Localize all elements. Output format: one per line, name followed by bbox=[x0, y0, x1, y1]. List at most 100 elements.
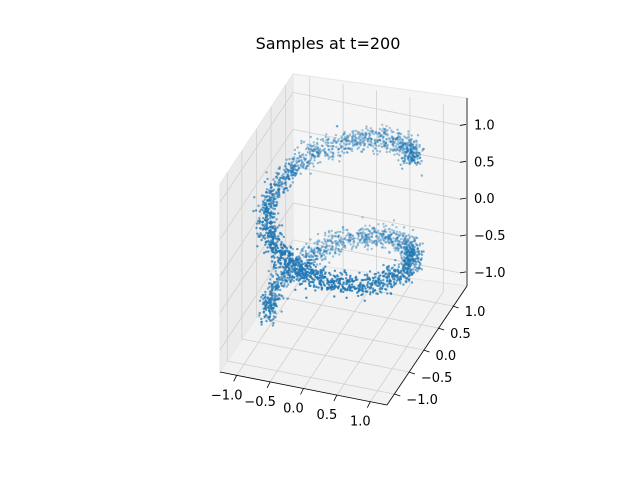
scatter-point bbox=[377, 138, 381, 142]
scatter-point bbox=[348, 142, 351, 146]
scatter-point bbox=[294, 262, 298, 265]
scatter-point bbox=[402, 240, 406, 243]
scatter-point bbox=[357, 146, 361, 149]
scatter-point bbox=[274, 245, 277, 248]
scatter-point bbox=[307, 261, 311, 265]
scatter-point bbox=[362, 144, 366, 147]
scatter-point bbox=[396, 239, 399, 242]
scatter-point bbox=[410, 240, 413, 244]
scatter-point bbox=[396, 136, 399, 140]
scatter-point bbox=[269, 186, 272, 190]
scatter-point bbox=[271, 324, 275, 327]
scatter-point bbox=[366, 235, 369, 238]
scatter-point bbox=[304, 255, 308, 259]
scatter-point bbox=[340, 236, 343, 239]
scatter-point bbox=[369, 127, 372, 130]
scatter-point bbox=[397, 133, 400, 137]
scatter-point bbox=[371, 287, 375, 290]
scatter-point bbox=[340, 139, 344, 142]
y-grid-line bbox=[226, 173, 395, 395]
scatter-point bbox=[316, 141, 319, 145]
scatter-point bbox=[322, 139, 325, 143]
scatter-point bbox=[382, 235, 385, 238]
scatter-point bbox=[407, 258, 410, 262]
scatter-point bbox=[334, 247, 338, 250]
scatter-point bbox=[256, 232, 259, 235]
scatter-point bbox=[349, 236, 353, 239]
scatter-point bbox=[313, 144, 316, 147]
scatter-point bbox=[319, 251, 322, 255]
scatter-point bbox=[339, 271, 342, 275]
scatter-point bbox=[391, 139, 395, 142]
scatter-point bbox=[377, 229, 380, 232]
scatter-point bbox=[368, 238, 372, 241]
scatter-point bbox=[358, 238, 361, 241]
scatter-point bbox=[277, 293, 281, 296]
scatter-point bbox=[273, 192, 276, 196]
scatter-point bbox=[402, 147, 406, 150]
scatter-point bbox=[406, 244, 409, 247]
scatter-point bbox=[379, 232, 383, 236]
scatter-point bbox=[302, 275, 305, 279]
scatter-point bbox=[308, 280, 311, 284]
scatter-point bbox=[367, 238, 371, 241]
scatter-point bbox=[364, 136, 367, 140]
scatter-point bbox=[371, 241, 374, 245]
scatter-point bbox=[382, 139, 385, 143]
scatter-point bbox=[407, 130, 410, 133]
scatter-point bbox=[391, 136, 395, 139]
scatter-point bbox=[276, 298, 279, 301]
scatter-point bbox=[310, 149, 313, 153]
x-tick bbox=[233, 375, 238, 382]
scatter-point bbox=[304, 251, 308, 255]
scatter-point bbox=[316, 243, 319, 246]
scatter-point bbox=[297, 279, 300, 282]
scatter-point bbox=[330, 237, 334, 240]
scatter-point bbox=[400, 240, 404, 244]
scatter-point bbox=[307, 246, 311, 249]
scatter-point bbox=[361, 232, 364, 236]
scatter-point bbox=[398, 280, 402, 283]
scatter-point bbox=[316, 152, 320, 155]
scatter-point bbox=[344, 246, 347, 249]
scatter-point bbox=[314, 269, 318, 272]
scatter-point bbox=[408, 241, 411, 244]
scatter-point bbox=[402, 239, 406, 243]
scatter-point bbox=[331, 285, 334, 289]
scatter-point bbox=[385, 272, 388, 275]
scatter-point bbox=[405, 240, 409, 243]
scatter-point bbox=[266, 296, 270, 300]
scatter-point bbox=[338, 239, 341, 243]
scatter-point bbox=[306, 161, 309, 164]
scatter-point bbox=[384, 141, 388, 144]
scatter-point bbox=[337, 281, 340, 285]
scatter-point bbox=[403, 156, 406, 159]
scatter-point bbox=[373, 142, 377, 145]
scatter-point bbox=[298, 160, 301, 163]
x-tick-label: 1.0 bbox=[350, 415, 371, 430]
scatter-point bbox=[408, 265, 412, 268]
scatter-point bbox=[280, 180, 283, 184]
scatter-point bbox=[349, 243, 352, 246]
z-tick bbox=[459, 160, 467, 163]
x-grid-line bbox=[369, 103, 444, 402]
scatter-point bbox=[367, 229, 370, 232]
scatter-point bbox=[313, 241, 316, 245]
scatter-point bbox=[267, 304, 270, 307]
scatter-point bbox=[330, 247, 334, 250]
scatter-point bbox=[266, 246, 269, 249]
scatter-point bbox=[395, 238, 398, 241]
scatter-point bbox=[273, 251, 276, 254]
scatter-point bbox=[407, 155, 410, 158]
scatter-point bbox=[403, 232, 406, 235]
scatter-point bbox=[272, 246, 275, 250]
scatter-point bbox=[336, 242, 339, 246]
scatter-point bbox=[277, 259, 280, 262]
scatter-point bbox=[345, 228, 348, 232]
scatter-point bbox=[346, 287, 349, 291]
scatter-point bbox=[270, 239, 273, 242]
scatter-point bbox=[302, 280, 305, 283]
scatter-point bbox=[334, 141, 338, 144]
scatter-point bbox=[333, 251, 336, 255]
scatter-point bbox=[392, 231, 396, 235]
